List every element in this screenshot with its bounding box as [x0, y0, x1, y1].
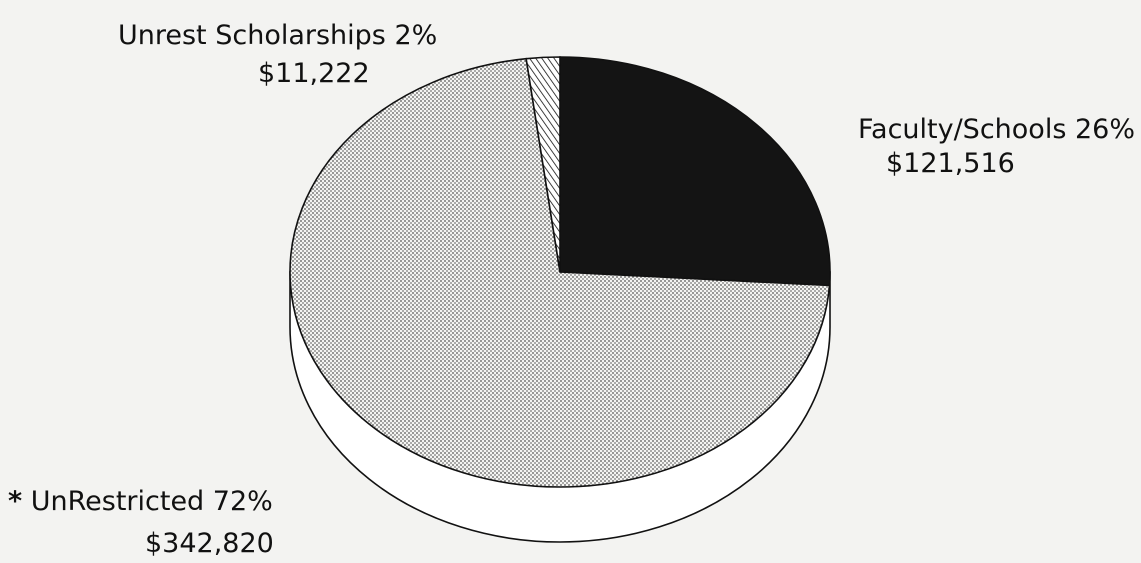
pie-slice: [289, 57, 831, 488]
pie: [289, 56, 831, 543]
pie-slice: [559, 56, 831, 287]
amount-label: $11,222: [258, 58, 370, 89]
percent-label: 2%: [394, 20, 437, 51]
label-scholarships: Unrest Scholarships 2%: [118, 20, 437, 51]
category-label: Unrest Scholarships: [118, 20, 386, 51]
label-unrestricted: * UnRestricted 72%: [8, 486, 273, 517]
category-label: UnRestricted: [31, 486, 204, 517]
pie-slice: [525, 56, 561, 273]
amount-label: $342,820: [145, 528, 274, 559]
amount-label: $121,516: [886, 148, 1015, 179]
label-faculty: Faculty/Schools 26%: [858, 114, 1135, 145]
footnote-mark: *: [8, 486, 22, 517]
category-label: Faculty/Schools: [858, 114, 1066, 145]
percent-label: 26%: [1075, 114, 1135, 145]
percent-label: 72%: [213, 486, 273, 517]
